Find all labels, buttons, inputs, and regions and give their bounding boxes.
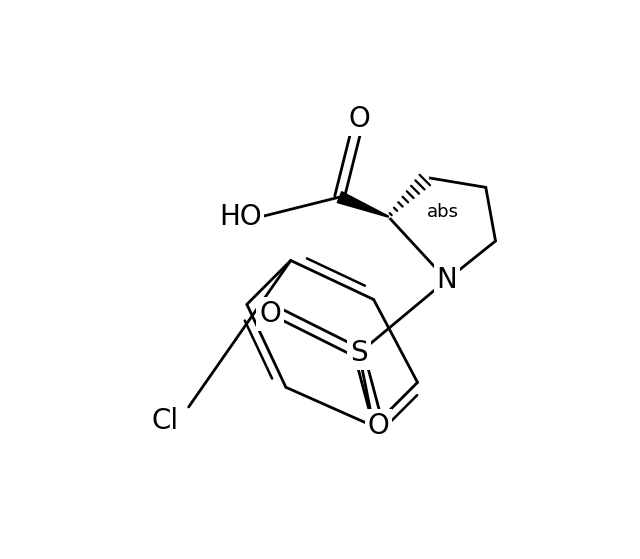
Text: O: O: [348, 105, 370, 133]
Text: abs: abs: [428, 203, 460, 221]
Text: O: O: [259, 300, 281, 328]
Text: N: N: [436, 266, 457, 294]
Text: HO: HO: [219, 202, 262, 231]
Text: Cl: Cl: [152, 408, 179, 435]
Polygon shape: [337, 192, 388, 217]
Text: S: S: [350, 339, 368, 367]
Text: O: O: [367, 412, 389, 440]
